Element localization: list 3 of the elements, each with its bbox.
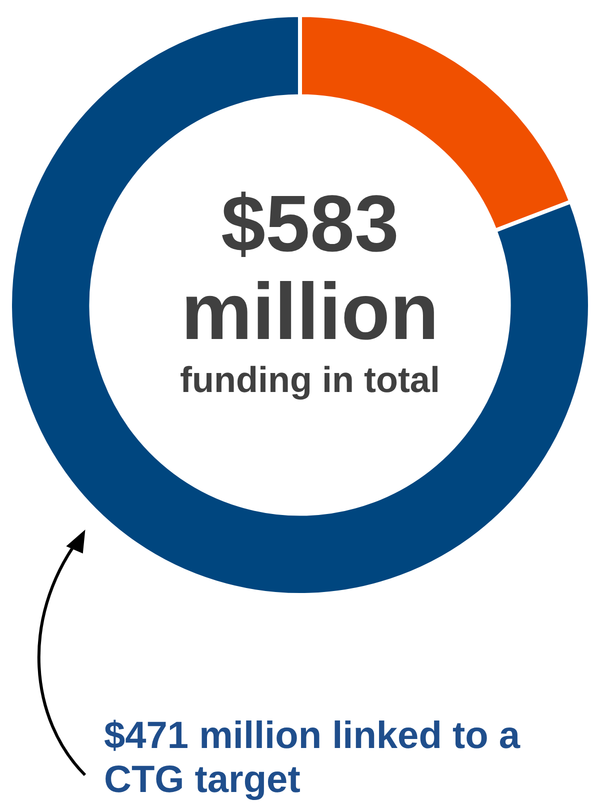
text: $471 million linked to a CTG target <box>104 714 522 802</box>
text: funding in total <box>179 359 441 400</box>
text: $583 million <box>180 179 440 356</box>
